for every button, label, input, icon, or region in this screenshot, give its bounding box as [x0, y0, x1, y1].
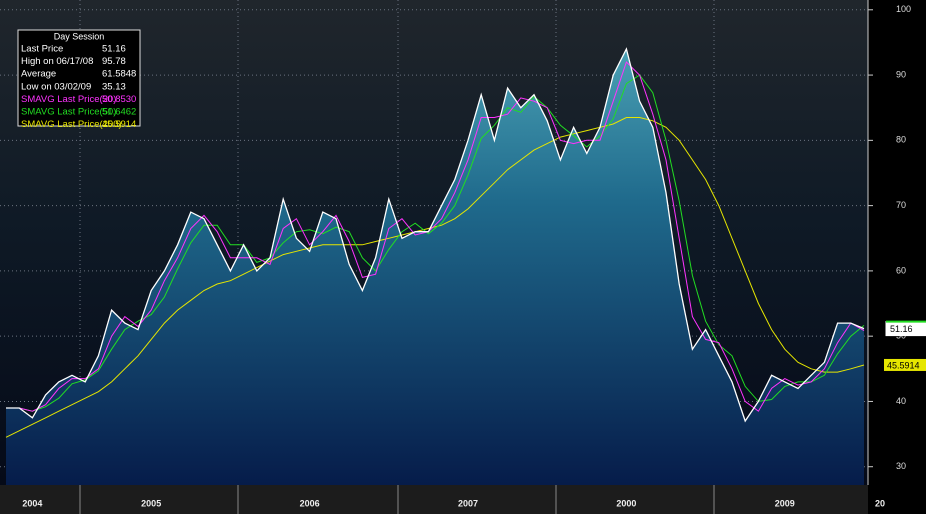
info-label: SMAVG Last Price(50) [21, 107, 116, 118]
x-tick-label: 2000 [616, 498, 636, 508]
info-title: Day Session [54, 31, 105, 41]
y-tick-label: 80 [896, 135, 906, 145]
info-value: 61.5848 [102, 69, 136, 80]
y-tick-label: 100 [896, 4, 911, 14]
marks [0, 9, 868, 485]
x-axis-bar [0, 485, 868, 514]
x-tick-label: 2007 [458, 498, 478, 508]
y-tick-label: 60 [896, 265, 906, 275]
x-tick-label: 2006 [300, 498, 320, 508]
price-area [6, 49, 864, 485]
series-line [5, 117, 865, 438]
info-label: Low on 03/02/09 [21, 81, 91, 92]
sma200-label: 45.5914 [887, 360, 920, 370]
year-ticks [79, 485, 715, 514]
sma200-box [884, 358, 926, 371]
info-value: 35.13 [102, 81, 126, 92]
info-label: Last Price [21, 44, 63, 55]
info-label: SMAVG Last Price(200) [21, 119, 122, 130]
axis-background [868, 0, 926, 514]
y-tick-label: 40 [896, 396, 906, 406]
series-line [6, 47, 865, 423]
info-value: 51.16 [102, 44, 126, 55]
info-label: High on 06/17/08 [21, 56, 93, 67]
y-tick-label: 90 [896, 69, 906, 79]
x-tick-label: 2009 [775, 498, 795, 508]
info-value: 51.6462 [102, 107, 136, 118]
info-value: 50.8530 [102, 94, 136, 105]
info-value: 95.78 [102, 56, 126, 67]
overlay: Day Session Last Price 51.16 High on 06/17/… [17, 29, 141, 130]
last-price-label: 51.16 [890, 324, 913, 334]
x-tick-label: 2004 [22, 498, 42, 508]
y-tick-label: 70 [896, 200, 906, 210]
info-value: 45.5914 [102, 119, 136, 130]
info-label: Average [21, 69, 56, 80]
x-tick-label: 2005 [141, 498, 161, 508]
info-box [17, 29, 141, 127]
info-label: SMAVG Last Price(20) [21, 94, 116, 105]
y-tick-label: 30 [896, 461, 906, 471]
x-tick-label: 20 [875, 498, 885, 508]
series-line [6, 61, 865, 412]
